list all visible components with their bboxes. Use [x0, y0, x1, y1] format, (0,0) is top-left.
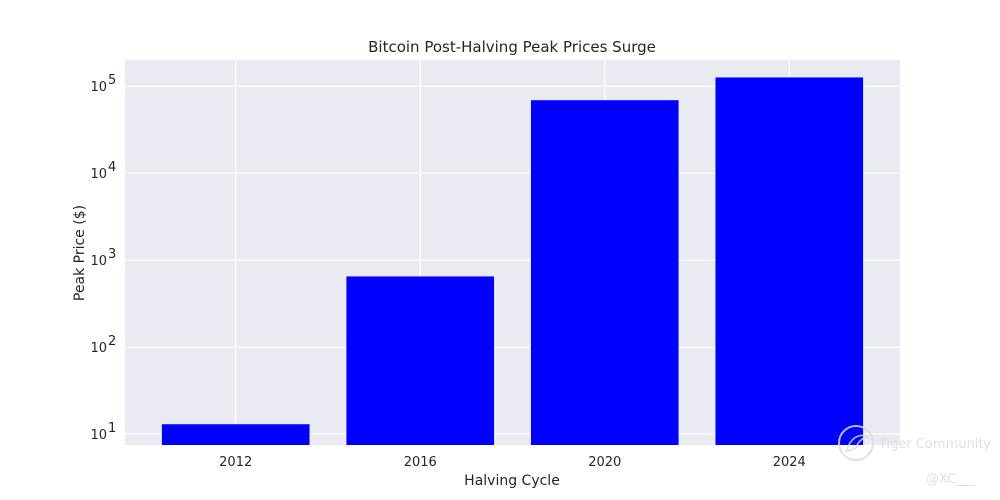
y-tick-base: 10 [90, 254, 107, 269]
x-tick-label: 2016 [404, 455, 437, 470]
y-tick-label: 10 3 [90, 247, 116, 269]
bars [161, 77, 864, 445]
x-tick-label: 2012 [219, 455, 252, 470]
y-tick-label: 10 5 [90, 73, 116, 95]
y-tick-label: 10 4 [90, 160, 116, 182]
y-tick-label: 10 1 [90, 421, 116, 443]
y-tick-base: 10 [90, 341, 107, 356]
y-tick-exponent: 5 [108, 73, 116, 88]
x-tick-label: 2020 [588, 455, 621, 470]
chart-title: Bitcoin Post-Halving Peak Prices Surge [368, 38, 656, 56]
x-tick-label: 2024 [773, 455, 806, 470]
bar-2020 [530, 100, 679, 445]
y-tick-exponent: 3 [108, 247, 116, 262]
x-axis-label: Halving Cycle [464, 473, 560, 489]
watermark-brand: Tiger Community [878, 437, 991, 452]
y-tick-base: 10 [90, 428, 107, 443]
bar-2012 [161, 424, 310, 445]
bar-2024 [715, 77, 864, 445]
y-axis-label: Peak Price ($) [72, 205, 88, 301]
y-tick-base: 10 [90, 80, 107, 95]
bar-2016 [346, 276, 495, 445]
tiger-logo-icon [838, 425, 874, 461]
y-tick-exponent: 2 [108, 334, 116, 349]
y-tick-exponent: 1 [108, 421, 116, 436]
watermark-handle: @XC___ [926, 472, 976, 487]
x-tick-labels: 2012 2016 2020 2024 [219, 455, 806, 470]
y-tick-label: 10 2 [90, 334, 116, 356]
y-tick-exponent: 4 [108, 160, 116, 175]
y-tick-base: 10 [90, 167, 107, 182]
